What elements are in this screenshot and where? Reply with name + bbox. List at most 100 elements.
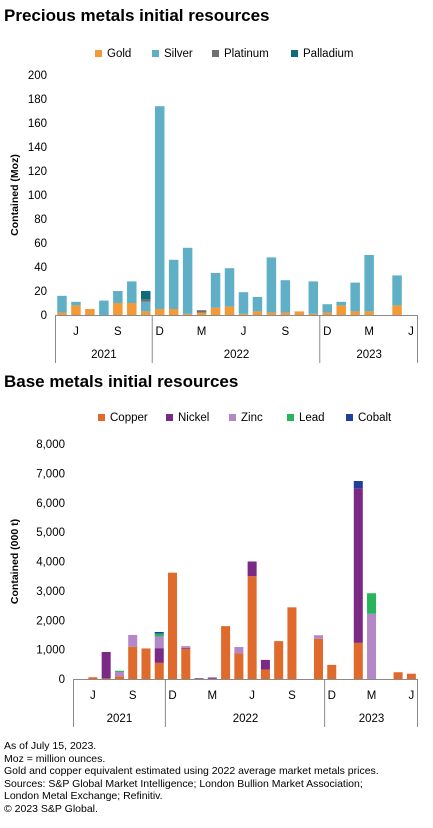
bar-silver-2023-04 — [364, 255, 374, 312]
bar-copper-2021-12 — [154, 662, 164, 679]
x-tick-label: S — [114, 326, 122, 338]
bar-nickel-2022-08 — [260, 659, 270, 670]
y-tick-label: 140 — [28, 142, 47, 154]
bar-silver-2021-12 — [141, 301, 151, 312]
bar-copper-2023-07 — [406, 673, 416, 679]
bar-copper-2022-02 — [181, 648, 191, 679]
x-tick-label: M — [367, 690, 377, 702]
bar-gold-2021-08 — [85, 309, 95, 315]
y-tick-label: 3,000 — [36, 586, 65, 598]
base-metals-chart: Copper Nickel Zinc Lead Cobalt 0 1,000 2,000 3,0… — [9, 412, 418, 727]
bar-silver-2021-11 — [127, 281, 137, 303]
x-tick-label: J — [90, 690, 96, 702]
y-tick-label: 0 — [41, 310, 47, 322]
bar-silver-2021-06 — [57, 295, 67, 313]
bar-silver-2023-03 — [350, 282, 360, 312]
year-label-2023: 2023 — [356, 349, 382, 361]
footnote-copyright: © 2023 S&P Global. — [4, 802, 98, 815]
bar-copper-2021-08 — [101, 678, 111, 680]
bar-gold-2022-04 — [196, 312, 207, 315]
legend-swatch-zinc — [229, 414, 236, 421]
bar-silver-2022-12 — [308, 281, 319, 314]
bar-silver-2021-07 — [71, 301, 81, 306]
bar-nickel-2022-07 — [247, 561, 257, 577]
bar-silver-2023-06 — [392, 275, 402, 306]
bar-silver-2022-08 — [252, 297, 263, 312]
footnote-units: Moz = million ounces. — [4, 752, 106, 765]
bar-silver-2022-01 — [154, 106, 165, 309]
bar-nickel-2021-12 — [154, 648, 164, 663]
y-tick-label: 100 — [28, 190, 47, 202]
year-label-2021: 2021 — [91, 349, 117, 361]
legend-swatch-silver — [152, 50, 159, 57]
y-tick-label: 160 — [28, 118, 47, 130]
legend-swatch-cobalt — [346, 414, 353, 421]
legend-swatch-gold — [95, 50, 102, 57]
bar-silver-2021-10 — [113, 291, 123, 303]
bar-zinc-2021-09 — [114, 671, 124, 677]
bar-gold-2021-12 — [141, 311, 151, 315]
year-label-2022: 2022 — [224, 349, 250, 361]
bar-gold-2023-06 — [392, 305, 402, 315]
x-tick-label: J — [408, 326, 414, 338]
bar-gold-2023-02 — [336, 305, 346, 315]
legend-swatch-copper — [98, 414, 105, 421]
bar-zinc-2021-12 — [154, 636, 164, 649]
legend-item-gold: Gold — [95, 48, 131, 60]
precious-metals-title: Precious metals initial resources — [4, 6, 270, 25]
bar-copper-2023-01 — [327, 664, 337, 679]
legend-label-copper: Copper — [110, 412, 148, 424]
bar-copper-2022-09 — [274, 641, 284, 679]
y-tick-label: 8,000 — [36, 439, 65, 451]
bar-silver-2022-09 — [266, 257, 277, 313]
bar-silver-2022-05 — [210, 273, 221, 308]
x-tick-label: D — [168, 690, 176, 702]
legend-item-palladium: Palladium — [291, 48, 354, 60]
y-tick-label: 0 — [59, 674, 65, 686]
base-metals-title: Base metals initial resources — [4, 372, 239, 391]
bar-silver-2023-01 — [322, 304, 332, 313]
legend-item-cobalt: Cobalt — [346, 412, 392, 424]
x-tick-label: J — [249, 690, 255, 702]
bar-zinc-2022-06 — [234, 646, 244, 654]
bar-gold-2021-07 — [71, 305, 81, 315]
x-tick-label: S — [288, 690, 296, 702]
bar-nickel-2021-08 — [101, 651, 111, 679]
y-tick-label: 120 — [28, 166, 47, 178]
bar-gold-2023-03 — [350, 311, 360, 315]
legend-swatch-palladium — [291, 50, 298, 57]
y-tick-label: 80 — [34, 214, 47, 226]
bar-cobalt-2023-03 — [353, 481, 363, 489]
bar-zinc-2022-12 — [313, 635, 323, 639]
y-tick-label: 200 — [28, 70, 47, 82]
bar-copper-2021-09 — [114, 676, 124, 679]
bar-gold-2021-06 — [57, 312, 67, 315]
y-tick-label: 60 — [34, 238, 47, 250]
y-tick-label: 4,000 — [36, 557, 65, 569]
y-tick-label: 20 — [34, 286, 47, 298]
bar-gold-2022-03 — [182, 313, 193, 315]
legend-label-silver: Silver — [164, 48, 193, 60]
x-tick-label: J — [73, 326, 79, 338]
precious-metals-chart: Gold Silver Platinum Palladium 0 20 40 60 80 100 1… — [9, 48, 418, 363]
bar-silver-2022-07 — [238, 292, 249, 314]
legend-label-palladium: Palladium — [303, 48, 354, 60]
legend-swatch-platinum — [212, 50, 219, 57]
y-axis-title: Contained (Moz) — [9, 154, 21, 236]
bar-copper-2022-08 — [260, 669, 270, 679]
y-tick-label: 2,000 — [36, 615, 65, 627]
x-tick-label: D — [323, 326, 331, 338]
bar-gold-2022-07 — [238, 313, 249, 315]
bar-gold-2022-12 — [308, 313, 319, 315]
y-tick-label: 180 — [28, 94, 47, 106]
bar-gold-2021-10 — [113, 303, 123, 315]
bar-nickel-2023-03 — [353, 488, 363, 643]
x-tick-label: D — [156, 326, 164, 338]
footnote-sources-cont: London Metal Exchange; Refinitiv. — [4, 790, 163, 803]
bar-lead-2023-04 — [367, 593, 377, 614]
bar-lead-2021-12 — [154, 633, 164, 637]
bar-copper-2023-03 — [353, 642, 363, 679]
x-tick-label: D — [328, 690, 336, 702]
bar-nickel-2022-03 — [194, 678, 204, 679]
y-tick-label: 5,000 — [36, 527, 65, 539]
